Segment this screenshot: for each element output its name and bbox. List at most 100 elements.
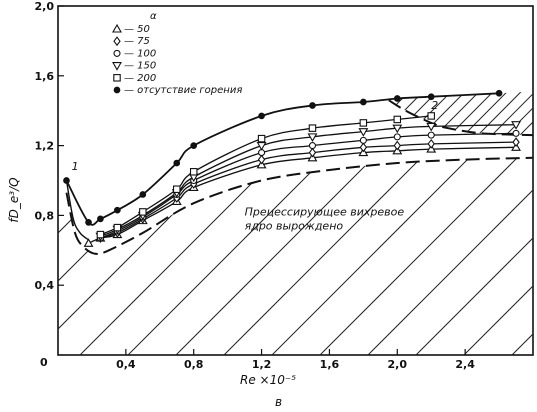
data-point [258,112,265,120]
series-curves [65,92,533,255]
data-point [512,129,520,137]
data-point [393,140,401,151]
legend-entry: — 100 [124,48,156,59]
y-axis-label: fD_e³/Q [7,177,21,222]
annotation: 1 [72,160,79,173]
data-point [85,219,92,226]
legend: α— 50— 75— 100 — 150— 200— отсутствие гор… [112,11,242,96]
plot-frame [57,5,534,356]
hatch-line [58,157,433,355]
hatch-line [271,157,533,355]
curve-1-left-branch [65,180,89,241]
data-point [393,115,402,124]
y-tick-label: 1,6 [35,70,55,83]
hatch-line [79,157,481,355]
legend-marker [113,86,121,94]
data-point [139,191,147,198]
data-point [308,147,317,158]
hatch-line [58,157,145,355]
legend-entry: — 150 [124,61,156,72]
annotation: Прецессирующее вихревое [245,205,405,218]
data-point [359,142,368,153]
figure-caption: в [275,395,282,409]
x-tick-label: 0,4 [116,358,136,371]
legend-entry: — 50 [124,24,150,35]
lower-boundary-curve [65,156,533,255]
y-tick-label: 0,8 [35,209,55,222]
data-point [190,142,198,149]
data-point [173,159,181,167]
data-point [427,112,435,120]
data-point [495,89,503,97]
data-point [308,142,317,150]
hatch-line [58,157,337,355]
data-point [256,142,267,151]
hatch-line [300,85,360,145]
legend-marker [113,49,121,57]
legend-entry: — 200 [124,73,156,84]
hatch-line [319,157,533,355]
data-point [427,93,435,101]
data-point [173,185,181,193]
data-point [83,238,94,247]
data-point [427,138,435,149]
data-point [309,102,316,109]
y-tick-label: 0,4 [35,279,55,292]
data-point [512,137,520,148]
series-markers [63,89,521,247]
data-point [257,134,266,143]
hatched-region [58,157,533,355]
x-tick-label: 0,8 [184,358,204,371]
data-point [308,124,317,132]
annotation: 2 [431,99,438,112]
hatch-line [328,85,388,145]
y-tick-label: 1,2 [35,140,55,153]
data-point [257,154,266,165]
data-point [189,168,198,176]
data-point [97,215,104,223]
legend-entry: — отсутствие горения [124,85,242,96]
data-point [96,230,105,239]
hatch-line [58,157,193,355]
data-point [113,223,122,232]
x-tick-label: 1,6 [320,358,340,371]
data-point [393,95,401,102]
x-tick-label: 2,0 [388,358,408,371]
data-point [511,121,521,130]
data-point [307,133,318,142]
x-tick-label: 1,2 [252,358,272,371]
axis-ticks: 0,4 0,8 1,2 1,6 2,0 2,4 0,4 0,8 1,2 1,6 2,0 [35,0,476,371]
y-tick-label: 2,0 [35,0,55,13]
data-point [139,208,147,216]
data-point [359,119,368,127]
hatch-line [367,157,533,355]
legend-marker [113,36,121,47]
origin-label: 0 [40,356,48,369]
data-point [114,206,121,214]
data-point [63,177,70,184]
legend-marker [113,74,121,82]
hatch-line [223,157,533,355]
legend-title: α [150,11,157,22]
legend-entry: — 75 [124,36,150,47]
legend-marker [112,23,122,33]
hatch-line [415,157,533,355]
x-tick-label: 2,4 [455,358,475,371]
hatch-line [127,157,529,355]
data-point [393,133,401,141]
hatch-line [175,157,533,355]
x-axis-label: Re ×10⁻⁵ [240,373,296,387]
hatch-line [463,157,533,355]
series-line [100,115,432,236]
data-point [427,131,435,139]
hatch-line [388,91,403,136]
data-point [358,128,369,137]
data-point [359,136,367,144]
annotation: ядро вырождено [245,219,344,232]
legend-marker [112,62,122,71]
data-point [426,122,437,132]
data-point [392,124,403,134]
data-point [360,98,367,106]
